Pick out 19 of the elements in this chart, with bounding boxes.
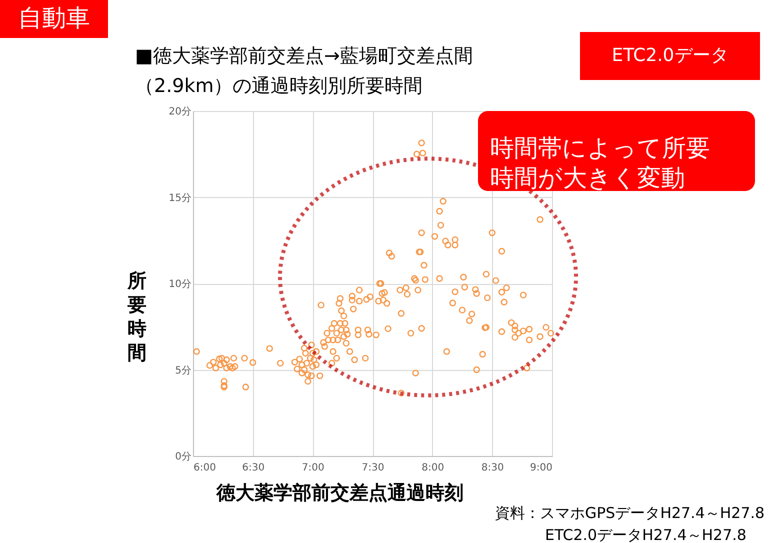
x-tick-label: 8:00 [422, 462, 444, 474]
y-tick-label: 15分 [168, 192, 192, 204]
x-tick-label: 7:00 [302, 462, 324, 474]
y-tick-label: 20分 [168, 106, 192, 118]
text: 自動車 [18, 4, 90, 32]
y-axis-title: 所要時間 [126, 270, 146, 364]
x-tick-label: 6:30 [242, 462, 265, 474]
annotation: 時間帯によって所要時間が大きく変動 [490, 134, 710, 192]
y-tick-label: 0分 [175, 450, 192, 462]
chart-title: ■徳大薬学部前交差点→藍場町交差点間（2.9km）の通過時刻別所要時間 [135, 45, 473, 97]
y-tick-label: 10分 [168, 278, 192, 290]
x-tick-label: 7:30 [362, 462, 384, 474]
text: ETC2.0データ [612, 45, 728, 66]
x-axis-title: 徳大薬学部前交差点通過時刻 [216, 482, 464, 504]
text: 資料：スマホGPSデータH27.4～H27.8 ETC2.0データH27.4～H27.8 [495, 504, 765, 543]
y-tick-label: 5分 [175, 364, 192, 376]
x-tick-label: 8:30 [481, 462, 504, 474]
x-tick-label: 6:00 [194, 462, 216, 474]
x-tick-label: 9:00 [530, 462, 552, 474]
